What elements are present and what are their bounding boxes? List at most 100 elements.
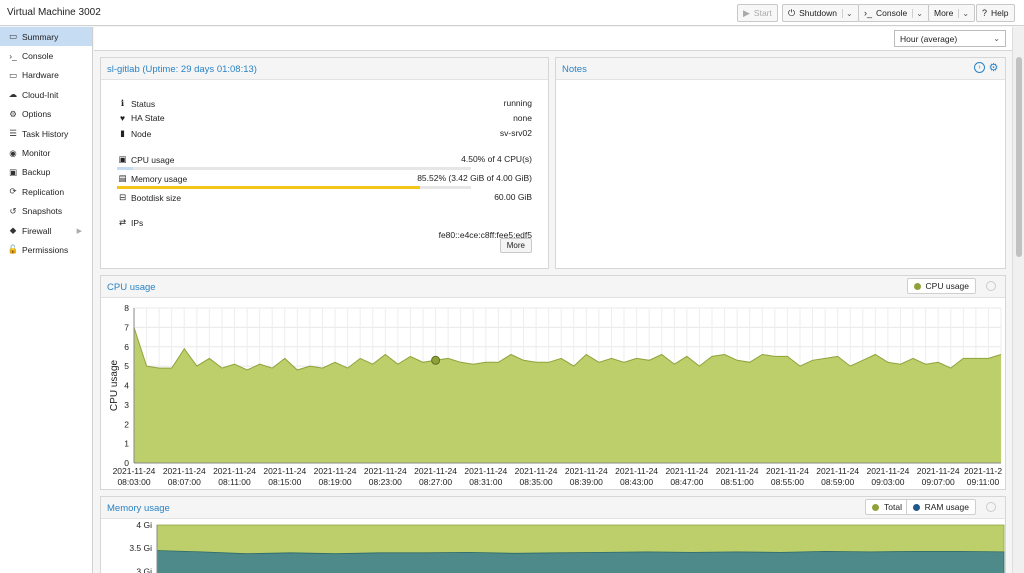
sidebar-item-summary[interactable]: ▭ Summary (0, 27, 92, 47)
ha-state-label: HA State (131, 113, 165, 123)
total-legend-toggle[interactable]: Total (865, 499, 909, 515)
node-row: ▮ Node sv-srv02 (117, 128, 532, 140)
shutdown-button[interactable]: ⏻ Shutdown ⌄ (782, 4, 859, 22)
x-tick-time: 08:59:00 (821, 477, 854, 487)
x-tick-time: 08:11:00 (218, 477, 251, 487)
help-label: Help (991, 8, 1009, 18)
x-tick-time: 09:07:00 (922, 477, 955, 487)
node-value: sv-srv02 (499, 128, 532, 138)
memory-usage-row: ▤ Memory usage 85.52% (3.42 GiB of 4.00 G… (117, 173, 532, 185)
bootdisk-label: Bootdisk size (131, 192, 182, 203)
ram-legend-toggle[interactable]: RAM usage (905, 499, 976, 515)
sidebar-item-options[interactable]: ⚙ Options (0, 105, 92, 124)
x-tick-date: 2021-11-24 (665, 466, 708, 476)
gear-icon: ⚙ (9, 108, 17, 119)
x-tick-time: 08:03:00 (117, 477, 150, 487)
cpu-chart-title: CPU usage (107, 282, 156, 293)
window-title: Virtual Machine 3002 (7, 7, 101, 18)
floppy-icon: ▣ (8, 166, 18, 177)
sidebar-item-monitor[interactable]: ◉ Monitor (0, 143, 92, 162)
notes-panel: Notes › ⚙ (555, 57, 1006, 269)
sidebar-item-label: Monitor (22, 148, 51, 159)
cpu-data-point (431, 355, 441, 365)
y-tick-label: 2 (124, 419, 129, 429)
sidebar-item-firewall[interactable]: ◆ Firewall ▶ (0, 221, 92, 240)
main-content: Hour (average) ⌄ sl-gitlab (Uptime: 29 d… (94, 27, 1012, 573)
cpu-legend-dot (913, 282, 921, 290)
sidebar-item-cloud-init[interactable]: ☁ Cloud-Init (0, 85, 92, 104)
shutdown-menu-toggle[interactable]: ⌄ (841, 8, 853, 18)
scrollbar-thumb[interactable] (1016, 57, 1022, 257)
x-tick-date: 2021-11-24 (414, 466, 457, 476)
chevron-right-icon: ▶ (76, 227, 82, 235)
status-value: running (503, 98, 532, 108)
x-tick-date: 2021-11-24 (515, 466, 558, 476)
memory-chart-title: Memory usage (107, 503, 170, 514)
y-tick-label: 0 (124, 458, 129, 468)
x-tick-date: 2021-11-2 (964, 466, 1002, 476)
play-icon: ▶ (743, 7, 750, 18)
gear-icon[interactable]: ⚙ (988, 62, 999, 74)
sidebar-item-replication[interactable]: ⟳ Replication (0, 182, 92, 201)
y-tick-label: 3.5 Gi (129, 543, 152, 553)
sidebar-item-label: Summary (22, 31, 59, 42)
sidebar-item-console[interactable]: ›_ Console (0, 46, 92, 65)
timeframe-value: Hour (average) (900, 34, 958, 44)
cpu-usage-area (134, 327, 1001, 463)
x-tick-time: 08:51:00 (721, 477, 754, 487)
memory-usage-value: 85.52% (3.42 GiB of 4.00 GiB) (417, 173, 532, 183)
cpu-usage-bar (117, 167, 471, 170)
y-tick-label: 1 (124, 439, 129, 449)
memory-usage-bar-fill (117, 186, 420, 189)
x-tick-date: 2021-11-24 (113, 466, 156, 476)
title-bar: Virtual Machine 3002 ▶ Start ⏻ Shutdown … (0, 0, 1024, 26)
x-tick-time: 08:27:00 (419, 477, 452, 487)
status-panel: sl-gitlab (Uptime: 29 days 01:08:13) ℹ St… (100, 57, 549, 269)
console-label: Console (876, 8, 908, 18)
building-icon: ▮ (120, 128, 125, 138)
power-icon: ⏻ (788, 7, 796, 18)
y-tick-label: 3 (124, 400, 129, 410)
x-tick-time: 08:47:00 (670, 477, 703, 487)
console-button[interactable]: ›_ Console ⌄ (858, 4, 929, 22)
ip-address-row: fe80::e4ce:c8ff:fee5:edf5 (117, 230, 532, 242)
sidebar-item-snapshots[interactable]: ↺ Snapshots (0, 202, 92, 221)
sidebar-item-backup[interactable]: ▣ Backup (0, 163, 92, 182)
help-button[interactable]: ? Help (976, 4, 1015, 22)
memory-usage-chart[interactable]: 4 Gi 3.5 Gi 3 Gi (101, 520, 1005, 573)
x-tick-date: 2021-11-24 (464, 466, 507, 476)
status-panel-header: sl-gitlab (Uptime: 29 days 01:08:13) (101, 58, 548, 80)
expand-icon[interactable]: › (974, 62, 985, 73)
cpu-legend-toggle[interactable]: CPU usage (906, 278, 976, 294)
sidebar-item-label: Firewall (22, 225, 52, 236)
vm-uptime-title: sl-gitlab (Uptime: 29 days 01:08:13) (107, 64, 257, 75)
timeframe-select[interactable]: Hour (average) ⌄ (894, 30, 1006, 47)
sidebar-item-hardware[interactable]: ▭ Hardware (0, 66, 92, 85)
more-ips-button[interactable]: More (499, 238, 532, 253)
info-icon: ℹ (120, 98, 125, 108)
sidebar-item-permissions[interactable]: 🔓 Permissions (0, 240, 92, 259)
sidebar-item-task-history[interactable]: ☰ Task History (0, 124, 92, 143)
console-icon: ›_ (9, 51, 17, 62)
hdd-icon: ⊟ (118, 192, 127, 202)
start-button[interactable]: ▶ Start (737, 4, 778, 22)
question-icon: ? (982, 8, 988, 18)
sidebar-item-label: Options (22, 109, 52, 120)
x-tick-date: 2021-11-24 (163, 466, 206, 476)
x-tick-time: 08:43:00 (620, 477, 653, 487)
shutdown-label: Shutdown (799, 8, 837, 18)
undo-zoom-icon[interactable] (986, 502, 996, 512)
y-tick-label: 4 (124, 381, 129, 391)
notes-panel-header: Notes › ⚙ (556, 58, 1005, 80)
y-tick-label: 3 Gi (136, 566, 152, 573)
undo-zoom-icon[interactable] (986, 281, 996, 291)
more-menu-button[interactable]: More ⌄ (928, 4, 976, 22)
x-tick-time: 08:39:00 (570, 477, 603, 487)
y-tick-label: 4 Gi (136, 520, 152, 530)
console-menu-toggle[interactable]: ⌄ (912, 8, 923, 18)
cloud-icon: ☁ (8, 89, 18, 100)
cpu-chart-panel: CPU usage CPU usage 0 1 2 3 4 5 6 7 8 CPU usage 20… (100, 275, 1006, 490)
total-legend-dot (872, 503, 880, 511)
main-scrollbar[interactable] (1012, 27, 1024, 573)
